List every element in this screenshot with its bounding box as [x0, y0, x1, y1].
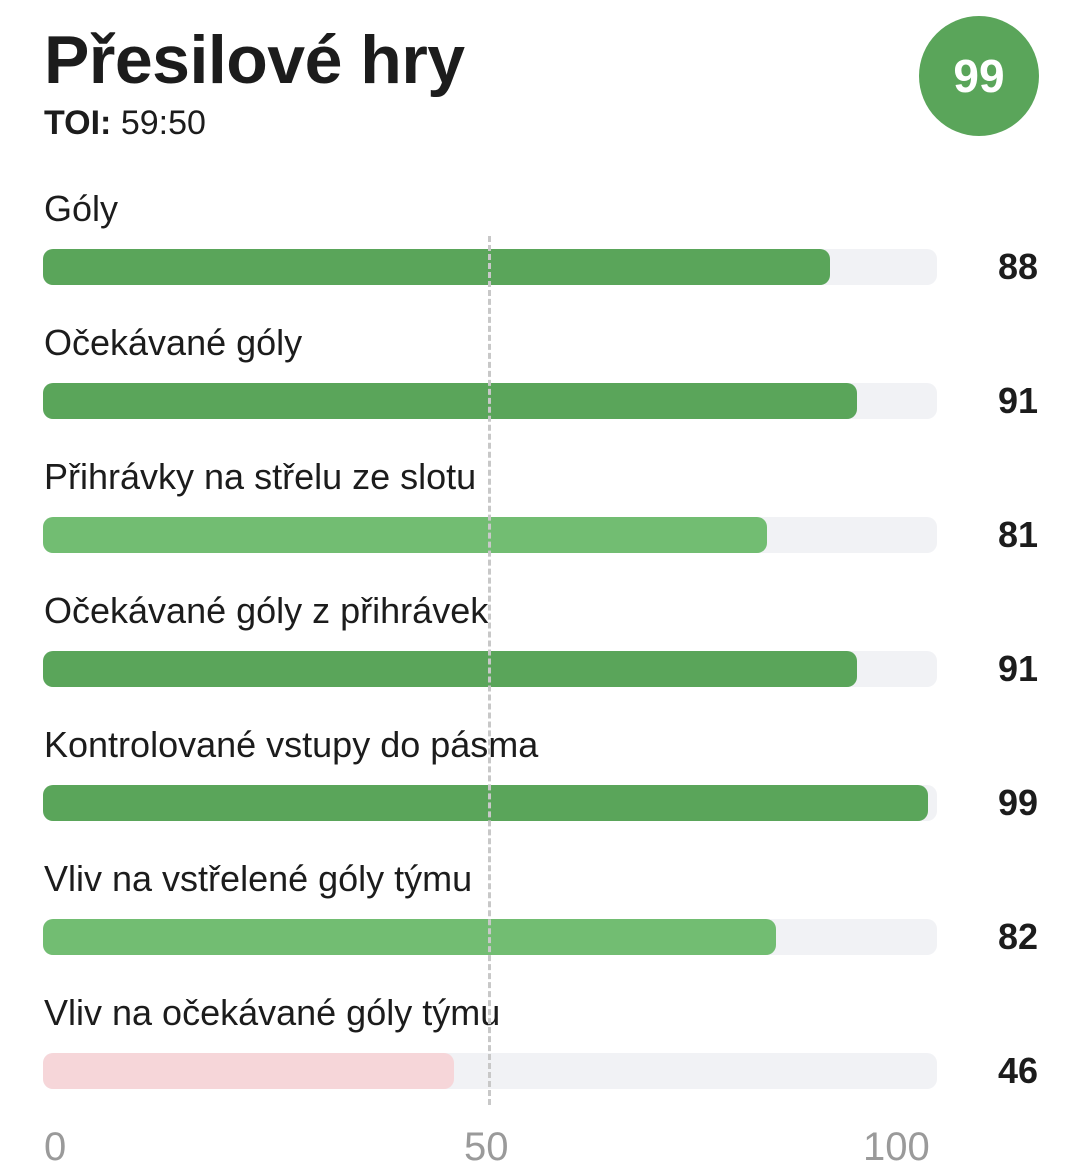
metric-label: Vliv na vstřelené góly týmu: [44, 858, 473, 899]
bar-value: 46: [997, 1050, 1038, 1091]
x-tick-label: 100: [863, 1125, 930, 1169]
bar-fill: [43, 1053, 455, 1089]
bar-fill: [43, 785, 929, 821]
x-tick-label: 50: [464, 1125, 509, 1169]
bar-value: 99: [997, 782, 1038, 823]
bar-value: 88: [997, 246, 1038, 287]
page-title: Přesilové hry: [44, 22, 465, 98]
overall-score-badge: 99: [919, 16, 1039, 136]
bar-fill: [43, 651, 857, 687]
metric-label: Góly: [44, 188, 119, 229]
metric-label: Kontrolované vstupy do pásma: [44, 724, 539, 765]
metric-label: Přihrávky na střelu ze slotu: [44, 456, 477, 497]
metric-label: Očekávané góly z přihrávek: [44, 590, 489, 631]
bar-fill: [43, 919, 777, 955]
toi-value: 59:50: [120, 104, 206, 142]
bar-fill: [43, 517, 768, 553]
bar-value: 81: [997, 514, 1038, 555]
time-on-ice: TOI: 59:50: [44, 103, 206, 143]
metric-label: Vliv na očekávané góly týmu: [44, 992, 501, 1033]
toi-label: TOI:: [44, 104, 112, 142]
bar-value: 91: [997, 380, 1038, 421]
bar-value: 91: [997, 648, 1038, 689]
reference-line-50: [488, 236, 491, 1105]
bar-fill: [43, 383, 857, 419]
metric-label: Očekávané góly: [44, 322, 303, 363]
bar-fill: [43, 249, 830, 285]
x-tick-label: 0: [44, 1125, 67, 1169]
bar-value: 82: [997, 916, 1038, 957]
